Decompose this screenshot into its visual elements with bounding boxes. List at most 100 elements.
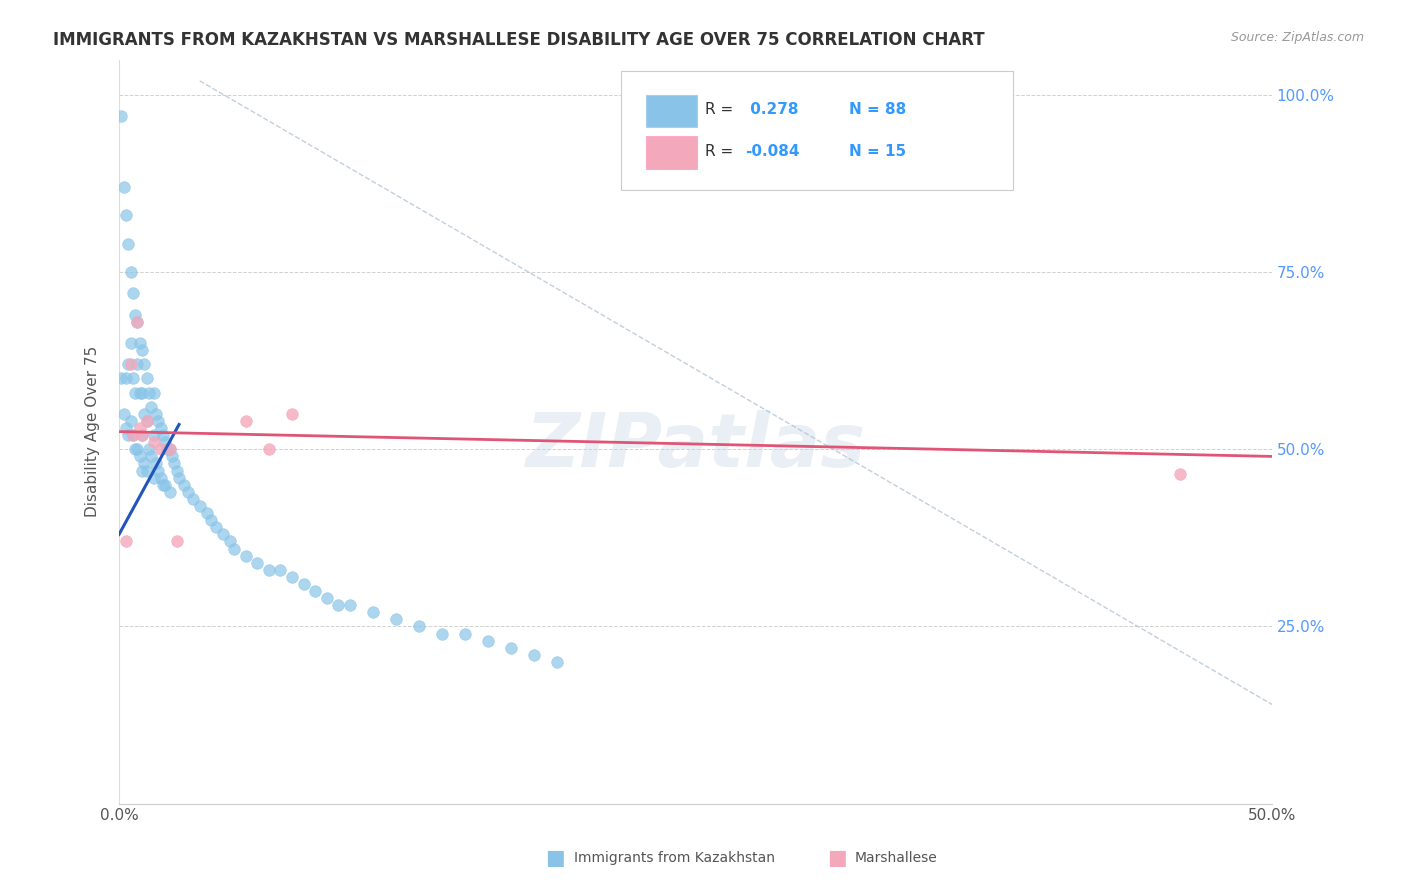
Point bbox=[131, 428, 153, 442]
Point bbox=[117, 357, 139, 371]
Point bbox=[120, 357, 142, 371]
Point bbox=[138, 385, 160, 400]
Text: Marshallese: Marshallese bbox=[855, 851, 938, 865]
Point bbox=[142, 385, 165, 400]
Point bbox=[153, 435, 176, 450]
Point bbox=[408, 619, 430, 633]
Point bbox=[195, 506, 218, 520]
Point bbox=[135, 414, 157, 428]
Text: R =: R = bbox=[704, 102, 738, 117]
Text: N = 88: N = 88 bbox=[849, 102, 905, 117]
Point bbox=[1168, 467, 1191, 482]
Point bbox=[122, 428, 145, 442]
Point bbox=[235, 414, 257, 428]
Point bbox=[142, 428, 165, 442]
FancyBboxPatch shape bbox=[645, 136, 696, 169]
Point bbox=[166, 464, 188, 478]
Point bbox=[117, 428, 139, 442]
Point bbox=[110, 109, 132, 123]
Point bbox=[156, 442, 179, 457]
Point bbox=[141, 450, 163, 464]
Point bbox=[127, 357, 149, 371]
Point bbox=[131, 343, 153, 358]
Point bbox=[122, 371, 145, 385]
Point bbox=[361, 605, 384, 619]
Point bbox=[188, 499, 211, 513]
Point bbox=[167, 471, 190, 485]
Point bbox=[145, 407, 167, 421]
FancyBboxPatch shape bbox=[620, 70, 1012, 190]
Point bbox=[315, 591, 337, 606]
Point bbox=[115, 534, 138, 549]
Text: ZIPatlas: ZIPatlas bbox=[526, 410, 866, 483]
Point bbox=[131, 385, 153, 400]
Point bbox=[148, 414, 170, 428]
Text: ■: ■ bbox=[827, 848, 846, 868]
Y-axis label: Disability Age Over 75: Disability Age Over 75 bbox=[86, 346, 100, 517]
Point bbox=[499, 640, 522, 655]
Point bbox=[127, 442, 149, 457]
Point bbox=[173, 477, 195, 491]
Point bbox=[128, 421, 150, 435]
Point bbox=[257, 442, 280, 457]
Point bbox=[149, 471, 172, 485]
Point bbox=[115, 209, 138, 223]
Point bbox=[134, 357, 156, 371]
Point bbox=[218, 534, 240, 549]
Point bbox=[149, 421, 172, 435]
Point bbox=[142, 471, 165, 485]
Text: -0.084: -0.084 bbox=[745, 144, 800, 159]
Point bbox=[128, 450, 150, 464]
Text: 0.278: 0.278 bbox=[745, 102, 799, 117]
Point bbox=[477, 633, 499, 648]
Point bbox=[127, 315, 149, 329]
Point bbox=[159, 442, 181, 457]
Point bbox=[135, 464, 157, 478]
Point bbox=[138, 442, 160, 457]
Point bbox=[115, 371, 138, 385]
Point bbox=[120, 336, 142, 351]
Point bbox=[235, 549, 257, 563]
Point bbox=[122, 286, 145, 301]
Point bbox=[128, 385, 150, 400]
Point bbox=[166, 534, 188, 549]
Point bbox=[546, 655, 568, 669]
Point bbox=[163, 457, 186, 471]
Point bbox=[523, 648, 546, 662]
Point bbox=[211, 527, 233, 541]
Text: ■: ■ bbox=[546, 848, 565, 868]
Point bbox=[124, 308, 146, 322]
Text: Immigrants from Kazakhstan: Immigrants from Kazakhstan bbox=[574, 851, 775, 865]
Point bbox=[454, 626, 477, 640]
Point bbox=[117, 236, 139, 251]
Point bbox=[120, 414, 142, 428]
Point bbox=[281, 407, 304, 421]
Point bbox=[181, 491, 204, 506]
Point bbox=[292, 577, 315, 591]
Point bbox=[152, 428, 174, 442]
Text: IMMIGRANTS FROM KAZAKHSTAN VS MARSHALLESE DISABILITY AGE OVER 75 CORRELATION CHA: IMMIGRANTS FROM KAZAKHSTAN VS MARSHALLES… bbox=[53, 31, 986, 49]
Point bbox=[200, 513, 222, 527]
Point bbox=[159, 484, 181, 499]
Point bbox=[112, 180, 135, 194]
Point bbox=[152, 477, 174, 491]
Point bbox=[384, 612, 406, 626]
Point bbox=[135, 371, 157, 385]
Point bbox=[148, 464, 170, 478]
Point bbox=[124, 442, 146, 457]
Point bbox=[127, 315, 149, 329]
Point bbox=[430, 626, 453, 640]
Point bbox=[257, 563, 280, 577]
Point bbox=[141, 400, 163, 414]
Point bbox=[281, 570, 304, 584]
Point bbox=[112, 407, 135, 421]
Point bbox=[128, 336, 150, 351]
Point bbox=[145, 457, 167, 471]
Point bbox=[177, 484, 200, 499]
Text: R =: R = bbox=[704, 144, 738, 159]
Point bbox=[134, 407, 156, 421]
FancyBboxPatch shape bbox=[645, 95, 696, 128]
Point bbox=[159, 442, 181, 457]
Point bbox=[153, 477, 176, 491]
Point bbox=[304, 584, 326, 599]
